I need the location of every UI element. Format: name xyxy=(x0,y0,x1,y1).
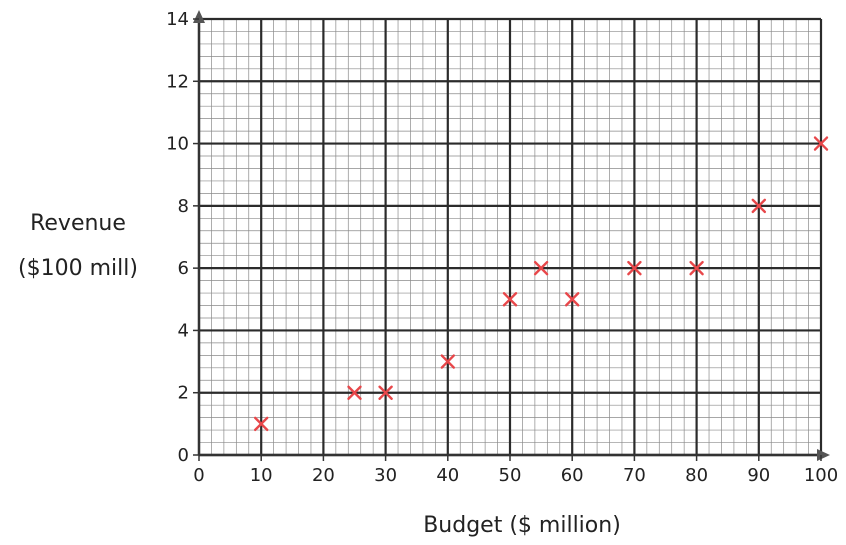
y-tick-label: 8 xyxy=(178,196,189,217)
x-tick-label: 10 xyxy=(250,465,273,486)
data-point-x-marker xyxy=(533,260,549,276)
x-tick-label: 90 xyxy=(747,465,770,486)
major-grid xyxy=(197,17,823,457)
marker-stroke xyxy=(813,136,829,151)
marker-stroke xyxy=(378,385,393,400)
marker-stroke xyxy=(627,260,642,276)
marker-stroke xyxy=(440,354,455,369)
y-axis-arrow xyxy=(193,10,205,23)
y-axis-title-line2: ($100 mill) xyxy=(18,256,138,281)
data-points xyxy=(253,136,829,432)
data-point-x-marker xyxy=(813,136,829,151)
y-tick-label: 12 xyxy=(166,71,189,92)
x-axis-title: Budget ($ million) xyxy=(423,513,621,538)
marker-stroke xyxy=(533,260,549,276)
y-tick-label: 4 xyxy=(178,320,189,341)
axes xyxy=(193,10,830,461)
data-point-x-marker xyxy=(689,260,704,276)
x-tick-label: 30 xyxy=(374,465,397,486)
tick-labels: 0 10 20 30 40 50 60 70 80 90 100 0 2 4 6 8 10 12 14 xyxy=(166,9,838,486)
data-point-x-marker xyxy=(440,354,455,369)
y-tick-label: 10 xyxy=(166,134,189,155)
marker-stroke xyxy=(253,416,269,432)
marker-stroke xyxy=(502,292,518,307)
x-axis-arrow xyxy=(817,449,830,461)
data-point-x-marker xyxy=(378,385,393,400)
data-point-x-marker xyxy=(502,292,518,307)
x-tick-label: 70 xyxy=(623,465,646,486)
data-point-x-marker xyxy=(565,292,580,307)
marker-stroke xyxy=(347,385,362,400)
data-point-x-marker xyxy=(751,198,766,214)
data-point-x-marker xyxy=(253,416,269,432)
marker-stroke xyxy=(689,260,704,276)
y-tick-label: 0 xyxy=(178,445,189,466)
y-tick-label: 14 xyxy=(166,9,189,30)
x-tick-label: 100 xyxy=(804,465,838,486)
y-axis-title-line1: Revenue xyxy=(30,211,126,236)
y-tick-label: 2 xyxy=(178,383,189,404)
x-tick-label: 80 xyxy=(685,465,708,486)
x-tick-label: 20 xyxy=(312,465,335,486)
x-tick-label: 50 xyxy=(499,465,522,486)
data-point-x-marker xyxy=(347,385,362,400)
x-tick-label: 0 xyxy=(193,465,204,486)
y-tick-label: 6 xyxy=(178,258,189,279)
data-point-x-marker xyxy=(627,260,642,276)
marker-stroke xyxy=(751,198,766,214)
x-tick-label: 40 xyxy=(436,465,459,486)
marker-stroke xyxy=(565,292,580,307)
x-tick-label: 60 xyxy=(561,465,584,486)
